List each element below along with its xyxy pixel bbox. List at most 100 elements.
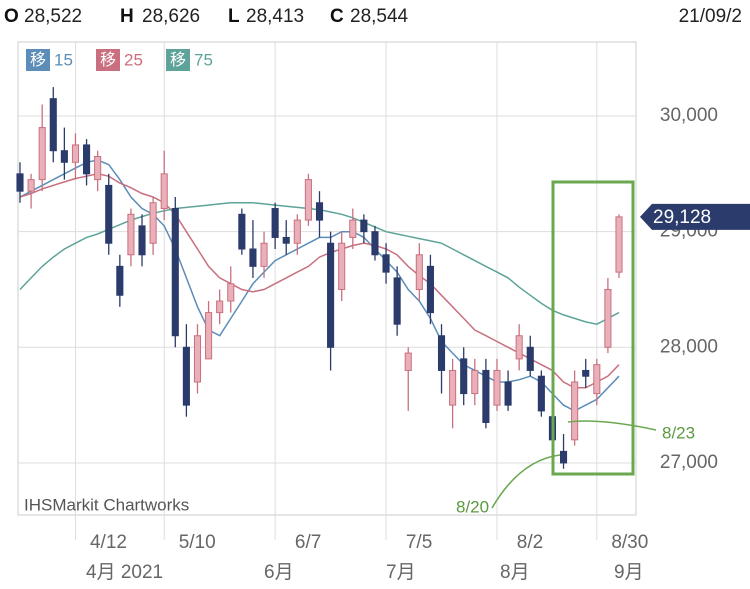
candle-body [504, 381, 512, 406]
candle-body [349, 219, 357, 238]
candle-body [315, 202, 324, 221]
legend-badge: 移 [100, 51, 116, 69]
candle-body [537, 375, 545, 412]
candle-body [393, 277, 401, 325]
candle-body [127, 213, 135, 256]
x-tick-label: 7/5 [406, 532, 432, 553]
candle-body [227, 283, 235, 302]
x-tick-label: 5/10 [179, 532, 216, 553]
candle-body [293, 219, 301, 244]
candle-body [138, 225, 146, 256]
candles [16, 87, 623, 469]
y-tick-label: 28,000 [660, 336, 718, 357]
candle-body [404, 352, 412, 371]
candle-body [193, 335, 202, 383]
candle-body [327, 242, 335, 348]
candle-body [471, 369, 479, 395]
x-tick-label: 8/30 [611, 532, 648, 553]
highlight: 8/23 8/20 [456, 180, 695, 516]
candle-body [338, 242, 346, 290]
candle-body [604, 288, 612, 348]
x-tick-label: 6/7 [295, 532, 321, 553]
candle-body [571, 381, 579, 441]
candle-body [83, 144, 91, 175]
month-label: 7月 [386, 562, 416, 583]
candle-body [238, 213, 246, 250]
candle-body [216, 300, 224, 314]
annotation: 8/23 [662, 423, 695, 442]
header-key: C [330, 6, 344, 27]
legend-label: 75 [194, 50, 213, 69]
x-tick-label: 4/12 [90, 532, 127, 553]
candle-body [304, 179, 312, 221]
candle-body [460, 358, 468, 395]
candle-body [160, 173, 168, 210]
candle-body [38, 127, 46, 181]
legend: 移 15 移 25 移 75 [26, 49, 213, 71]
candle-body [360, 219, 368, 233]
highlight-box [551, 180, 635, 476]
candle-body [94, 155, 102, 181]
candle-body [582, 369, 590, 377]
candle-body [437, 335, 446, 371]
source: IHSMarkit Chartworks [24, 495, 189, 514]
last-price-label: 29,128 [653, 207, 711, 228]
candle-body [482, 369, 490, 423]
legend-badge: 移 [30, 51, 46, 69]
header-value: 28,413 [246, 6, 304, 27]
y-tick-label: 30,000 [660, 105, 718, 126]
callout-line [567, 420, 657, 431]
candle-body [171, 208, 179, 337]
header-key: H [120, 6, 134, 27]
candle-body [205, 312, 213, 360]
candle-body [593, 364, 601, 395]
header-value: 28,626 [142, 6, 200, 27]
header-key: O [4, 6, 19, 27]
header-value: 28,544 [350, 6, 409, 27]
month-label: 8月 [500, 562, 530, 583]
legend-badge-box [96, 49, 120, 71]
header: O 28,522 H 28,626 L 28,413 C 28,544 21/0… [4, 6, 742, 27]
legend-badge-box [166, 49, 190, 71]
candle-body [282, 236, 290, 244]
month-label: 6月 [264, 562, 294, 583]
candle-body [260, 242, 268, 267]
candle-body [149, 202, 157, 244]
candle-body [182, 346, 190, 406]
candle-body [271, 208, 279, 238]
y-tick-label: 27,000 [660, 452, 718, 473]
candle-body [526, 346, 534, 371]
header-key: L [228, 6, 240, 27]
candle-body [426, 265, 434, 314]
x-tick-label: 8/2 [517, 532, 543, 553]
candle-body [449, 369, 457, 406]
candle-body [60, 150, 68, 163]
plot-frame [17, 41, 637, 516]
candle-body [382, 254, 390, 273]
month-label: 9月 [614, 562, 644, 583]
candle-body [71, 144, 80, 163]
callout-line [491, 454, 561, 509]
candle-body [515, 335, 523, 360]
candle-body [49, 98, 57, 152]
legend-label: 15 [54, 50, 73, 69]
candle-body [105, 184, 113, 244]
candle-body [559, 450, 568, 464]
candle-body [371, 231, 379, 256]
candle-body [615, 216, 623, 273]
annotation: 8/20 [456, 497, 489, 516]
header-date: 21/09/2 [679, 6, 742, 27]
legend-badge: 移 [170, 51, 186, 69]
month-label: 4月 2021 [86, 562, 163, 583]
last-price-tag [640, 203, 750, 230]
candle-body [16, 173, 24, 192]
candle-body [116, 265, 124, 296]
candle-body [27, 179, 35, 192]
legend-label: 25 [124, 50, 143, 69]
legend-badge-box [26, 49, 50, 71]
candle-body [415, 254, 423, 290]
candle-body [493, 369, 501, 406]
